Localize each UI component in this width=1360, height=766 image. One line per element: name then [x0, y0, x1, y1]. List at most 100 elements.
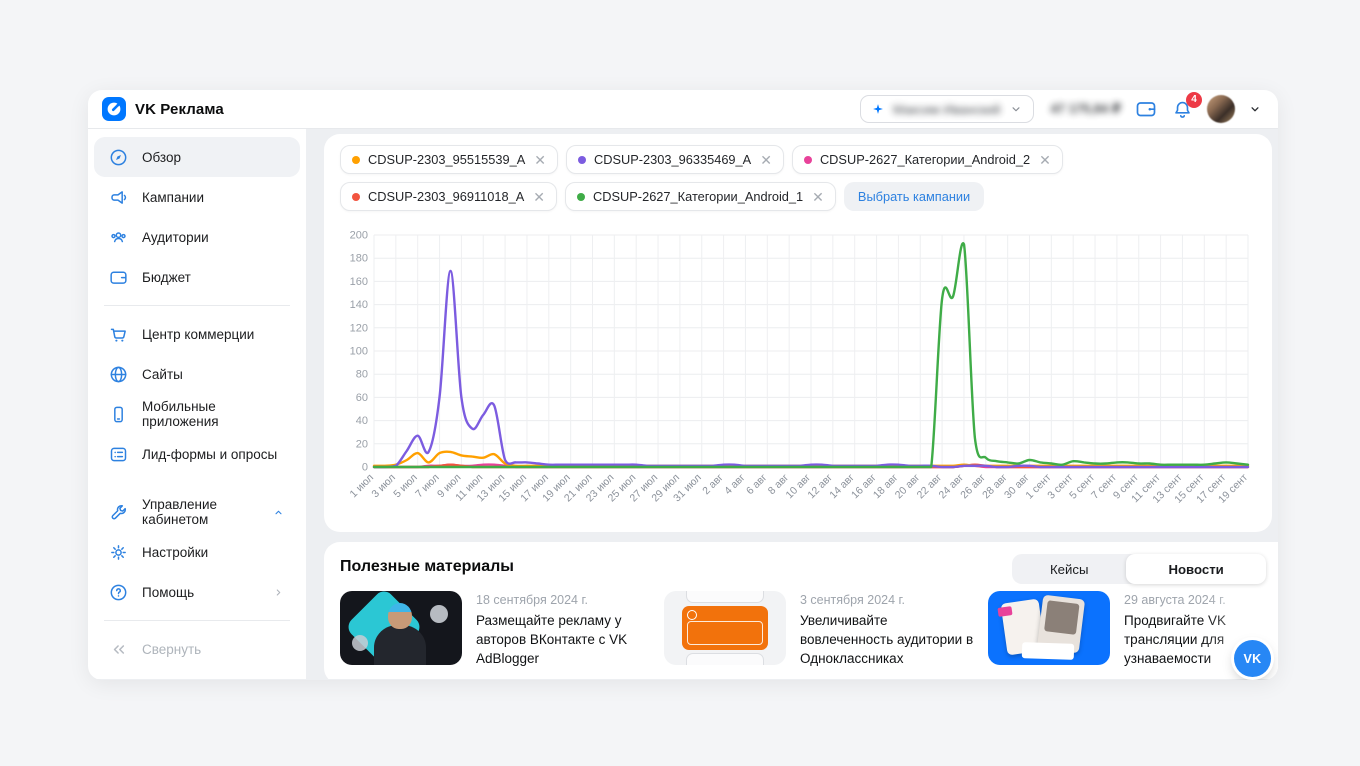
svg-text:40: 40 — [356, 415, 368, 427]
account-selector[interactable]: Максим Иванский — [859, 95, 1034, 123]
svg-text:200: 200 — [350, 230, 368, 242]
materials-tab-cases[interactable]: Кейсы — [1050, 561, 1089, 577]
svg-text:3 июл: 3 июл — [369, 472, 398, 501]
sidebar-divider — [104, 620, 290, 621]
campaign-chip[interactable]: CDSUP-2303_96911018_A ✕ — [340, 182, 558, 211]
notifications-badge: 4 — [1186, 91, 1202, 108]
news-title: Увеличивайте вовлеченность аудитории в О… — [800, 613, 974, 666]
news-list: 18 сентября 2024 г. Размещайте рекламу у … — [340, 591, 1278, 669]
profile-menu-caret[interactable] — [1248, 102, 1262, 116]
campaign-chip-label: CDSUP-2303_96335469_A — [593, 152, 752, 167]
chip-close-icon[interactable]: ✕ — [812, 188, 824, 205]
sidebar-item-audiences[interactable]: Аудитории — [94, 217, 300, 257]
sidebar-item-label: Центр коммерции — [142, 326, 255, 342]
svg-text:1 июл: 1 июл — [348, 472, 377, 501]
news-date: 3 сентября 2024 г. — [800, 593, 906, 607]
news-card[interactable]: 3 сентября 2024 г. Увеличивайте вовлеченн… — [664, 591, 973, 669]
main-content: CDSUP-2303_95515539_A ✕ CDSUP-2303_9633546… — [306, 129, 1278, 679]
form-icon — [110, 447, 127, 461]
double-chevron-left-icon — [108, 639, 129, 660]
wallet-button[interactable] — [1134, 97, 1158, 121]
sidebar-item-label: Обзор — [142, 149, 181, 165]
news-card[interactable]: 29 августа 2024 г. Продвигайте VK трансля… — [988, 591, 1278, 669]
overview-chart-card: CDSUP-2303_95515539_A ✕ CDSUP-2303_9633546… — [324, 134, 1272, 532]
chip-close-icon[interactable]: ✕ — [760, 151, 772, 168]
svg-text:80: 80 — [356, 369, 368, 381]
chevron-down-icon — [1012, 107, 1019, 112]
wallet-icon — [1136, 102, 1156, 117]
vk-ads-home-link[interactable]: VK Реклама — [102, 97, 224, 121]
svg-text:0: 0 — [362, 462, 368, 474]
series-color-dot — [577, 192, 586, 201]
useful-materials-card: Полезные материалы Кейсы Новости 18 сентя… — [324, 542, 1278, 679]
sidebar-item-mobile-apps[interactable]: Мобильные приложения — [94, 394, 300, 434]
bell-icon — [1175, 101, 1190, 118]
svg-text:180: 180 — [350, 253, 368, 265]
wallet-icon — [110, 271, 127, 284]
svg-text:100: 100 — [350, 346, 368, 358]
sidebar-item-label: Мобильные приложения — [142, 399, 219, 429]
compass-icon — [110, 149, 127, 165]
notifications-button[interactable]: 4 — [1171, 91, 1202, 121]
news-card[interactable]: 18 сентября 2024 г. Размещайте рекламу у … — [340, 591, 640, 669]
news-date: 29 августа 2024 г. — [1124, 593, 1226, 607]
chevron-up-icon — [275, 510, 282, 514]
news-text: 18 сентября 2024 г. Размещайте рекламу у … — [476, 591, 652, 669]
select-campaigns-button[interactable]: Выбрать кампании — [843, 182, 985, 211]
sidebar-item-label: Кампании — [142, 189, 205, 205]
vk-support-fab[interactable]: VK — [1234, 640, 1271, 677]
campaign-filter-chips: CDSUP-2303_95515539_A ✕ CDSUP-2303_9633546… — [340, 145, 1256, 211]
news-text: 3 сентября 2024 г. Увеличивайте вовлеченн… — [800, 591, 976, 669]
sidebar: Обзор Кампании Аудитории Бюджет Центр комме… — [88, 129, 306, 679]
sidebar-item-label: Лид-формы и опросы — [142, 446, 278, 462]
campaign-chip[interactable]: CDSUP-2303_96335469_A ✕ — [565, 145, 784, 174]
sidebar-item-help[interactable]: Помощь — [94, 572, 300, 612]
brand-name: VK Реклама — [135, 100, 224, 118]
sparkle-icon — [873, 104, 883, 114]
users-icon — [111, 231, 126, 242]
user-avatar[interactable] — [1207, 95, 1235, 123]
sidebar-item-commerce[interactable]: Центр коммерции — [94, 314, 300, 354]
sidebar-item-sites[interactable]: Сайты — [94, 354, 300, 394]
series-color-dot — [577, 155, 586, 164]
campaign-chip-label: CDSUP-2303_96911018_A — [368, 189, 525, 204]
campaign-chip[interactable]: CDSUP-2303_95515539_A ✕ — [340, 145, 558, 174]
chip-close-icon[interactable]: ✕ — [1039, 151, 1051, 168]
series-color-dot — [352, 192, 360, 201]
top-header: VK Реклама Максим Иванский 47 175,84 ₽ — [88, 90, 1278, 129]
news-thumbnail — [340, 591, 462, 665]
news-thumbnail — [988, 591, 1110, 665]
sidebar-item-cabinet[interactable]: Управление кабинетом — [94, 492, 300, 532]
sidebar-item-overview[interactable]: Обзор — [94, 137, 300, 177]
svg-text:60: 60 — [356, 392, 368, 404]
chip-close-icon[interactable]: ✕ — [533, 188, 546, 205]
sidebar-item-campaigns[interactable]: Кампании — [94, 177, 300, 217]
campaign-chip-label: CDSUP-2627_Категории_Android_1 — [593, 189, 804, 204]
chevron-right-icon — [276, 588, 281, 596]
news-text: 29 августа 2024 г. Продвигайте VK трансля… — [1124, 591, 1278, 669]
sidebar-collapse-button[interactable]: Свернуть — [94, 629, 300, 669]
sidebar-item-label: Бюджет — [142, 269, 191, 285]
sidebar-item-budget[interactable]: Бюджет — [94, 257, 300, 297]
sidebar-item-label: Настройки — [142, 544, 209, 560]
phone-icon — [114, 406, 123, 422]
cart-icon — [110, 328, 126, 342]
materials-title: Полезные материалы — [340, 558, 514, 575]
sidebar-item-settings[interactable]: Настройки — [94, 532, 300, 572]
svg-text:7 июл: 7 июл — [413, 472, 442, 501]
vk-ads-logo — [102, 97, 126, 121]
news-title: Продвигайте VK трансляции для узнаваемос… — [1124, 613, 1226, 666]
svg-text:4 авг: 4 авг — [722, 472, 748, 498]
campaign-chip-label: CDSUP-2627_Категории_Android_2 — [819, 152, 1031, 167]
svg-text:6 авг: 6 авг — [744, 472, 770, 498]
campaign-chip[interactable]: CDSUP-2627_Категории_Android_2 ✕ — [791, 145, 1063, 174]
collapse-label: Свернуть — [142, 641, 202, 657]
chip-close-icon[interactable]: ✕ — [534, 151, 546, 168]
sidebar-item-lead-forms[interactable]: Лид-формы и опросы — [94, 434, 300, 474]
news-thumbnail — [664, 591, 786, 665]
megaphone-icon — [111, 190, 127, 204]
materials-tab-news[interactable]: Новости — [1126, 554, 1266, 584]
chart-area: 0 20 40 60 80 100 120 140 160 180 200 1 июл 3 июл 5 и… — [340, 223, 1256, 526]
campaign-chip[interactable]: CDSUP-2627_Категории_Android_1 ✕ — [565, 182, 836, 211]
